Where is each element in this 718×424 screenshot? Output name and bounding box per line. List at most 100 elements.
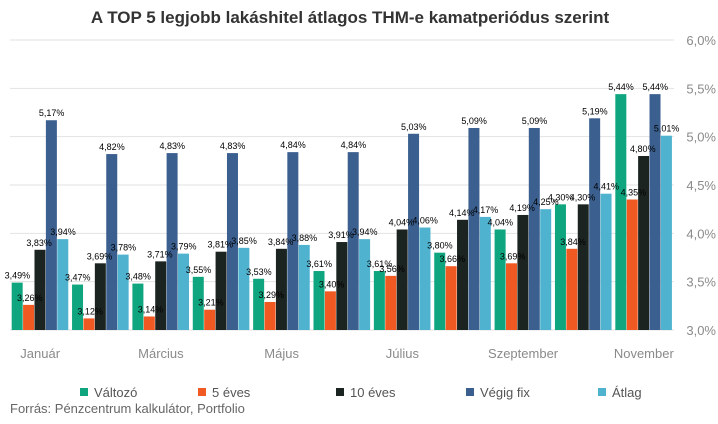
bar-Végig fix-Március: [166, 153, 178, 330]
bar-Végig fix-Április: [226, 153, 238, 330]
data-label: 4,83%: [160, 141, 186, 151]
data-label: 3,94%: [352, 227, 378, 237]
data-label: 3,69%: [500, 251, 526, 261]
bar-5 éves-Január: [23, 304, 35, 330]
data-label: 5,19%: [582, 106, 608, 116]
bar-Átlag-Október: [600, 193, 612, 330]
chart-title: A TOP 5 legjobb lakáshitel átlagos THM-e…: [91, 8, 610, 27]
data-label: 4,41%: [593, 182, 619, 192]
bar-5 éves-Április: [204, 309, 216, 330]
data-label: 3,55%: [186, 265, 212, 275]
data-label: 5,09%: [461, 116, 487, 126]
bar-Átlag-November: [660, 135, 672, 330]
bar-Változó-Április: [192, 276, 204, 330]
bar-Változó-Május: [253, 278, 265, 330]
bar-10 éves-Április: [215, 251, 227, 330]
data-label: 4,17%: [473, 205, 499, 215]
data-label: 4,25%: [533, 197, 559, 207]
data-label: 4,84%: [341, 140, 367, 150]
data-label: 5,03%: [401, 122, 427, 132]
data-label: 4,19%: [509, 203, 535, 213]
bar-5 éves-Február: [83, 318, 95, 330]
legend-label: Átlag: [612, 385, 642, 400]
legend-swatch: [598, 388, 606, 396]
data-label: 5,09%: [522, 116, 548, 126]
data-label: 4,30%: [570, 192, 596, 202]
y-tick-label: 4,5%: [686, 178, 716, 193]
legend-label: Változó: [94, 385, 137, 400]
bar-Átlag-Május: [298, 244, 310, 330]
data-label: 3,21%: [198, 298, 224, 308]
bar-5 éves-Június: [324, 291, 336, 330]
bar-5 éves-November: [626, 199, 638, 330]
data-label: 3,80%: [427, 241, 453, 251]
data-label: 3,69%: [87, 251, 113, 261]
bar-10 éves-Október: [577, 204, 589, 330]
bar-Átlag-Június: [359, 239, 371, 330]
y-tick-label: 5,0%: [686, 130, 716, 145]
y-tick-label: 3,0%: [686, 323, 716, 338]
bar-Végig fix-Október: [589, 118, 601, 330]
data-label: 3,71%: [147, 249, 173, 259]
legend-swatch: [80, 388, 88, 396]
source-note: Forrás: Pénzcentrum kalkulátor, Portfoli…: [10, 401, 245, 416]
bar-Változó-Október: [554, 204, 566, 330]
data-label: 3,14%: [138, 304, 164, 314]
data-label: 4,83%: [220, 141, 246, 151]
data-label: 4,82%: [99, 142, 125, 152]
bar-Változó-Január: [11, 282, 23, 330]
data-label: 3,40%: [319, 279, 345, 289]
bar-Átlag-Január: [57, 239, 69, 330]
data-label: 3,61%: [306, 259, 332, 269]
data-label: 4,04%: [488, 217, 514, 227]
legend: Változó 5 éves 10 éves Végig fix Átlag: [80, 385, 642, 400]
bar-Végig fix-Május: [287, 152, 299, 330]
data-label: 3,61%: [367, 259, 393, 269]
x-tick-label: Szeptember: [488, 346, 559, 361]
bar-Végig fix-November: [649, 94, 661, 330]
data-label: 3,83%: [26, 238, 52, 248]
bar-10 éves-Július: [396, 229, 408, 330]
data-label: 5,01%: [654, 124, 680, 134]
bar-5 éves-Augusztus: [445, 266, 457, 330]
legend-item: 10 éves: [336, 385, 396, 400]
bar-5 éves-Március: [143, 316, 155, 330]
bar-10 éves-Május: [275, 248, 287, 330]
data-label: 5,17%: [39, 108, 65, 118]
y-tick-label: 5,5%: [686, 81, 716, 96]
data-labels: 3,49% 3,47% 3,48% 3,55% 3,53% 3,61% 3,61% 3,80%…: [5, 82, 680, 316]
x-tick-label: Május: [264, 346, 299, 361]
data-label: 3,53%: [246, 267, 272, 277]
legend-swatch: [336, 388, 344, 396]
data-label: 3,88%: [292, 233, 318, 243]
data-label: 5,44%: [642, 82, 668, 92]
legend-swatch: [466, 388, 474, 396]
data-label: 3,49%: [5, 271, 31, 281]
bar-10 éves-Szeptember: [517, 214, 529, 330]
data-label: 3,56%: [379, 264, 405, 274]
bar-Átlag-Július: [419, 227, 431, 330]
bar-Átlag-Március: [178, 253, 190, 330]
data-label: 3,81%: [208, 240, 234, 250]
data-label: 4,30%: [548, 192, 574, 202]
bars: [11, 94, 672, 330]
x-tick-label: November: [614, 346, 675, 361]
data-label: 3,66%: [440, 254, 466, 264]
data-label: 4,04%: [389, 217, 415, 227]
bar-10 éves-Március: [155, 261, 167, 330]
x-tick-label: Január: [20, 346, 60, 361]
data-label: 4,84%: [280, 140, 306, 150]
bar-5 éves-Október: [566, 248, 578, 330]
data-label: 3,12%: [77, 306, 103, 316]
bar-Végig fix-Augusztus: [468, 127, 480, 330]
y-axis: 3,0% 3,5% 4,0% 4,5% 5,0% 5,5% 6,0%: [686, 33, 716, 338]
legend-swatch: [198, 388, 206, 396]
bar-Változó-Február: [72, 284, 84, 330]
legend-label: 10 éves: [350, 385, 396, 400]
bar-Átlag-Február: [117, 254, 129, 330]
y-tick-label: 6,0%: [686, 33, 716, 48]
data-label: 3,29%: [258, 290, 284, 300]
data-label: 3,78%: [111, 243, 137, 253]
bar-Átlag-Április: [238, 247, 250, 330]
